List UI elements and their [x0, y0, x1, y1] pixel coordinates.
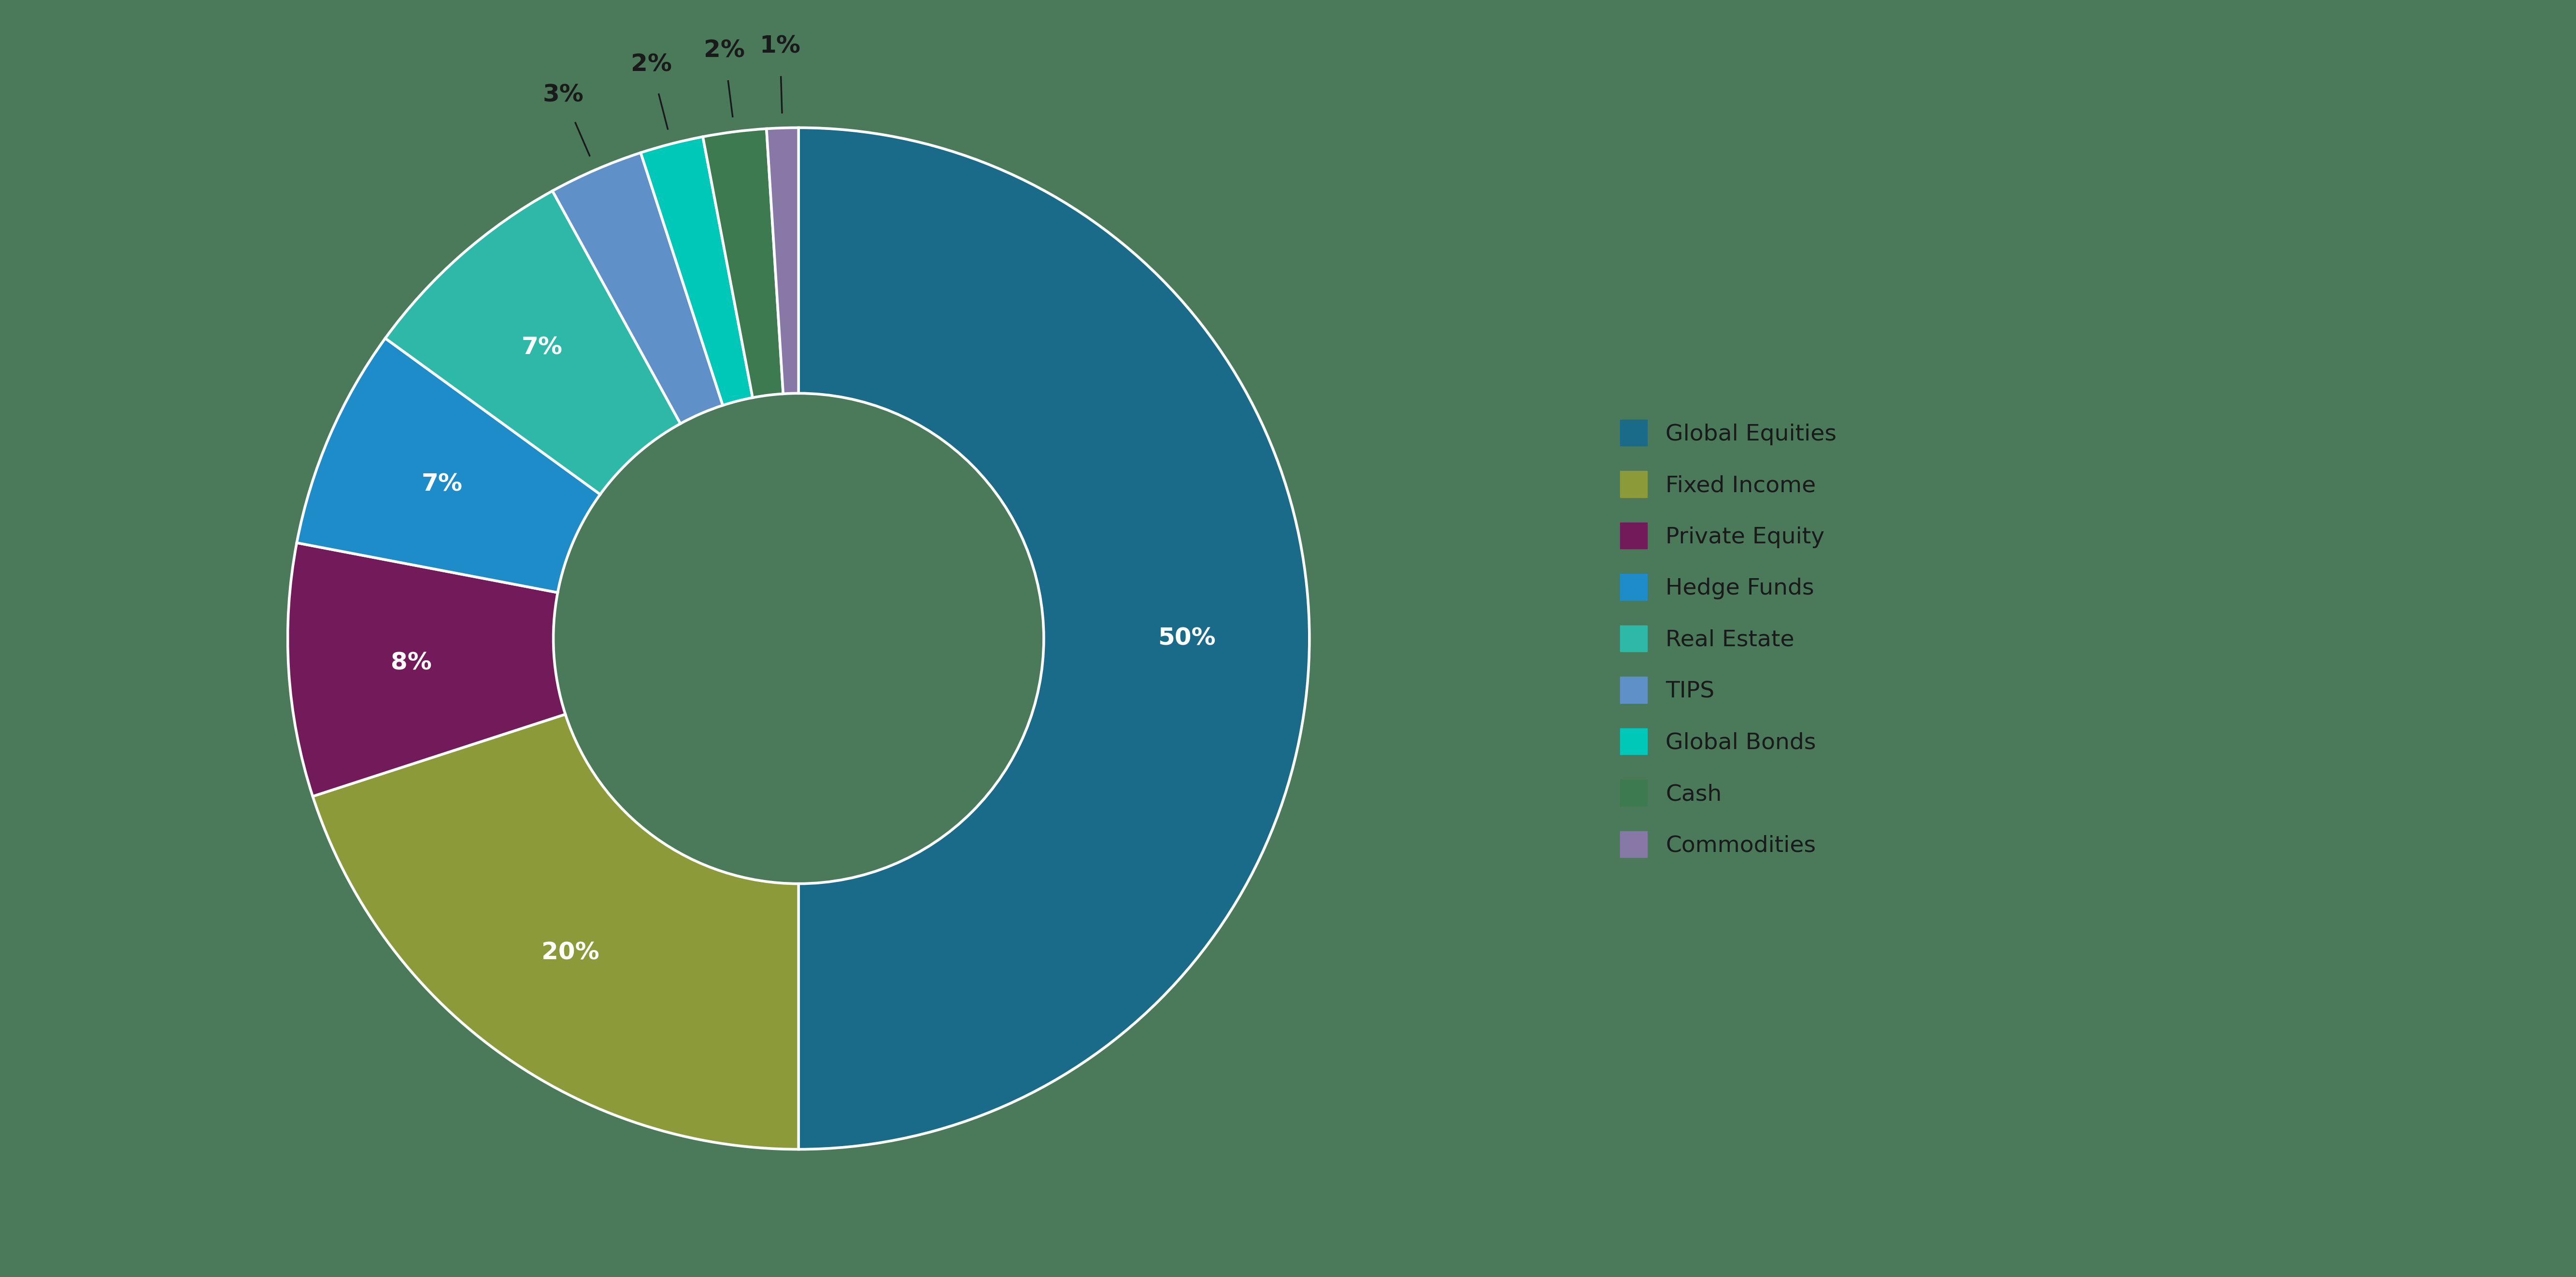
Text: 20%: 20% — [541, 941, 600, 964]
Text: 2%: 2% — [703, 40, 744, 63]
Text: 1%: 1% — [760, 34, 801, 57]
Wedge shape — [641, 137, 752, 405]
Wedge shape — [799, 128, 1309, 1149]
Text: 3%: 3% — [544, 83, 585, 106]
Wedge shape — [386, 190, 680, 494]
Text: 7%: 7% — [422, 472, 464, 495]
Wedge shape — [551, 153, 724, 424]
Legend: Global Equities, Fixed Income, Private Equity, Hedge Funds, Real Estate, TIPS, G: Global Equities, Fixed Income, Private E… — [1607, 409, 1847, 868]
Wedge shape — [703, 129, 783, 397]
Wedge shape — [296, 338, 600, 593]
Text: 7%: 7% — [520, 336, 562, 359]
Text: 2%: 2% — [631, 54, 672, 77]
Wedge shape — [768, 128, 799, 393]
Text: 8%: 8% — [392, 651, 433, 674]
Wedge shape — [289, 543, 564, 797]
Wedge shape — [312, 714, 799, 1149]
Text: 50%: 50% — [1159, 627, 1216, 650]
